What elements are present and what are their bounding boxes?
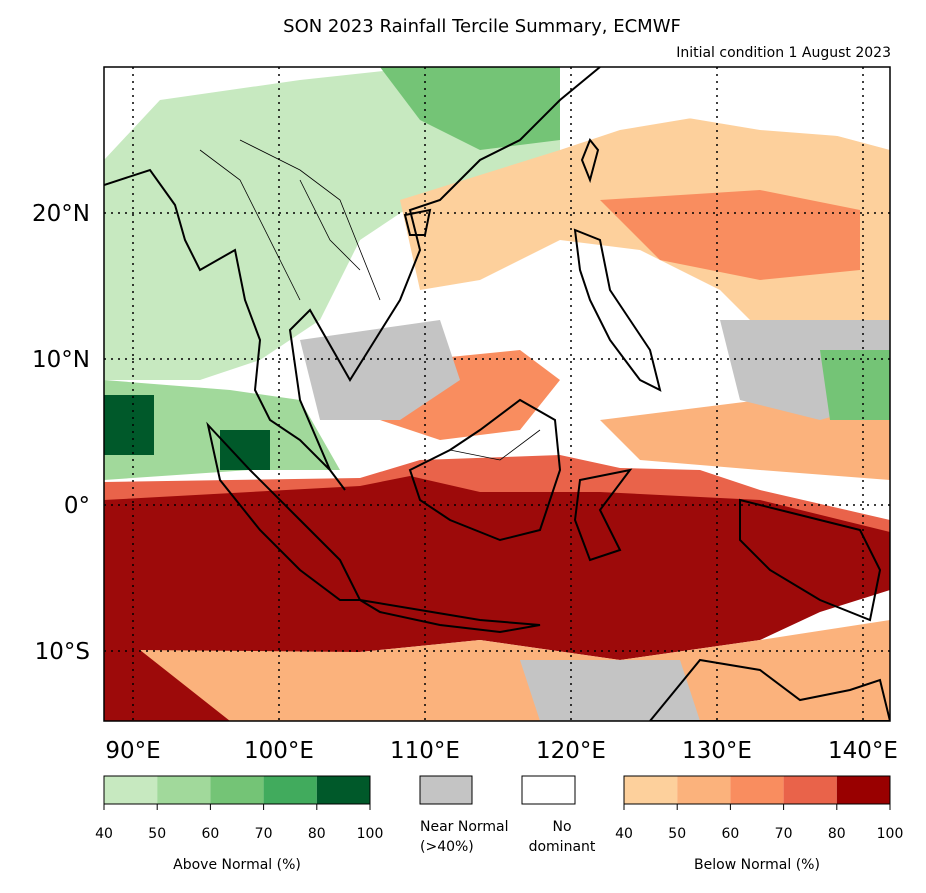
below-tick-label-4: 80 bbox=[828, 826, 846, 842]
below-tick-label-1: 50 bbox=[668, 826, 686, 842]
below-tick-label-0: 40 bbox=[615, 826, 633, 842]
above-normal-60-north bbox=[380, 67, 560, 150]
near-normal-swatch bbox=[419, 775, 473, 805]
near-normal-legend: Near Normal (>40%) bbox=[419, 775, 509, 855]
below-normal-70-band bbox=[104, 455, 890, 532]
near-normal-label-line2: (>40%) bbox=[420, 839, 474, 855]
mainland-coast bbox=[104, 67, 601, 491]
above-swatch-1 bbox=[157, 776, 211, 804]
no-dominant-legend: No dominant bbox=[521, 775, 596, 855]
below-swatch-2 bbox=[730, 776, 784, 804]
below-swatch-0 bbox=[624, 776, 678, 804]
lon-label-90e: 90°E bbox=[105, 738, 160, 764]
no-dominant-swatch bbox=[521, 775, 576, 805]
map-plot-area bbox=[104, 67, 890, 721]
lat-label-10n: 10°N bbox=[32, 347, 90, 373]
lon-label-130e: 130°E bbox=[682, 738, 752, 764]
new-guinea-coast bbox=[739, 498, 882, 622]
sulawesi-coast bbox=[573, 468, 633, 562]
below-normal-50-east bbox=[600, 400, 890, 480]
map-title: SON 2023 Rainfall Tercile Summary, ECMWF bbox=[283, 16, 681, 37]
sumatra-coast bbox=[206, 421, 362, 601]
map-frame bbox=[103, 66, 891, 722]
lon-label-110e: 110°E bbox=[390, 738, 460, 764]
above-normal-label: Above Normal (%) bbox=[173, 857, 301, 873]
above-tick-label-2: 60 bbox=[201, 826, 219, 842]
lat-label-20n: 20°N bbox=[32, 201, 90, 227]
lon-label-140e: 140°E bbox=[828, 738, 898, 764]
above-swatch-2 bbox=[210, 776, 264, 804]
above-normal-60-east bbox=[820, 350, 890, 420]
lon-label-120e: 120°E bbox=[536, 738, 606, 764]
below-swatch-1 bbox=[677, 776, 731, 804]
near-normal-label-line1: Near Normal bbox=[420, 819, 509, 835]
above-swatch-4 bbox=[316, 776, 370, 804]
above-swatch-3 bbox=[263, 776, 317, 804]
above-tick-label-3: 70 bbox=[255, 826, 273, 842]
below-normal-label: Below Normal (%) bbox=[694, 857, 820, 873]
color-regions bbox=[104, 67, 890, 721]
philippines-coast bbox=[573, 228, 662, 392]
near-normal-gulf bbox=[300, 320, 460, 420]
above-tick-label-0: 40 bbox=[95, 826, 113, 842]
below-tick-label-2: 60 bbox=[721, 826, 739, 842]
country-borders bbox=[199, 139, 541, 461]
below-normal-50-south bbox=[140, 620, 890, 721]
below-tick-label-3: 70 bbox=[775, 826, 793, 842]
no-dominant-north-pacific bbox=[600, 67, 890, 140]
above-tick-label-1: 50 bbox=[148, 826, 166, 842]
below-swatch-4 bbox=[836, 776, 890, 804]
taiwan-coast bbox=[580, 138, 600, 184]
below-normal-colorbar: 40 50 60 70 80 100 Below Normal (%) bbox=[615, 775, 904, 873]
map-subtitle: Initial condition 1 August 2023 bbox=[676, 45, 891, 61]
graticule bbox=[104, 67, 890, 721]
near-normal-south bbox=[520, 660, 700, 721]
below-swatch-3 bbox=[783, 776, 837, 804]
no-dominant-label-line2: dominant bbox=[529, 839, 596, 855]
below-tick-label-5: 100 bbox=[877, 826, 904, 842]
lat-label-equator: 0° bbox=[64, 493, 90, 519]
borneo-coast bbox=[408, 398, 562, 542]
no-dominant-label-line1: No bbox=[552, 819, 571, 835]
australia-coast bbox=[648, 658, 890, 721]
above-swatch-0 bbox=[104, 776, 158, 804]
java-coast bbox=[359, 599, 541, 634]
lat-label-10s: 10°S bbox=[35, 639, 90, 665]
lon-label-100e: 100°E bbox=[244, 738, 314, 764]
longitude-labels: 90°E 100°E 110°E 120°E 130°E 140°E bbox=[105, 738, 898, 764]
above-tick-label-4: 80 bbox=[308, 826, 326, 842]
latitude-labels: 20°N 10°N 0° 10°S bbox=[32, 201, 90, 665]
above-normal-90-patch bbox=[104, 395, 154, 455]
above-tick-label-5: 100 bbox=[357, 826, 384, 842]
above-normal-mainland bbox=[104, 67, 560, 380]
coastlines bbox=[104, 67, 890, 721]
above-normal-colorbar: 40 50 60 70 80 100 Above Normal (%) bbox=[95, 775, 384, 873]
